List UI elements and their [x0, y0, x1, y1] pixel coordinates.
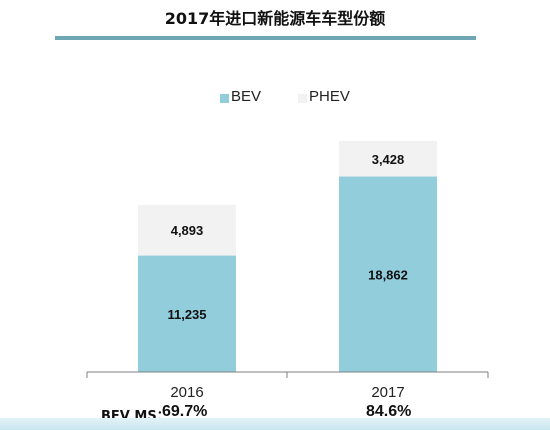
data-label-phev-2016: 4,893 [171, 223, 204, 238]
bar-phev-2016 [138, 204, 236, 256]
bar-bev-2017 [339, 176, 437, 372]
legend-swatch-phev [298, 94, 307, 103]
data-label-bev-2016: 11,235 [167, 307, 206, 322]
x-tick-label-2016: 2016 [170, 384, 203, 401]
title-underline [55, 36, 476, 40]
bar-bev-2016 [138, 255, 236, 372]
bev-market-share-2017: 84.6% [366, 403, 412, 420]
data-label-bev-2017: 18,862 [368, 267, 408, 282]
legend-label-bev: BEV [231, 88, 262, 105]
x-tick-label-2017: 2017 [371, 384, 404, 401]
bar-phev-2017 [339, 141, 437, 177]
chart-title: 2017年进口新能源车车型份额 [164, 9, 386, 28]
legend-label-phev: PHEV [309, 88, 350, 105]
data-label-phev-2017: 3,428 [372, 152, 405, 167]
legend-swatch-bev [220, 94, 229, 103]
bottom-band [0, 418, 550, 430]
bev-market-share-2016: 69.7% [162, 403, 208, 420]
